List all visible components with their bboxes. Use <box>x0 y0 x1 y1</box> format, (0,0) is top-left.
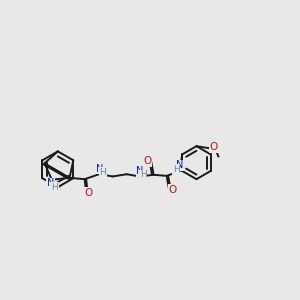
Text: H: H <box>173 165 180 174</box>
Text: N: N <box>136 166 144 176</box>
Text: O: O <box>84 188 92 198</box>
Text: H: H <box>51 183 58 192</box>
Text: N: N <box>96 164 103 174</box>
Text: N: N <box>176 160 184 170</box>
Text: O: O <box>143 156 152 166</box>
Text: N: N <box>47 178 54 188</box>
Text: O: O <box>169 184 177 195</box>
Text: H: H <box>99 168 106 177</box>
Text: O: O <box>210 142 218 152</box>
Text: H: H <box>140 170 147 179</box>
